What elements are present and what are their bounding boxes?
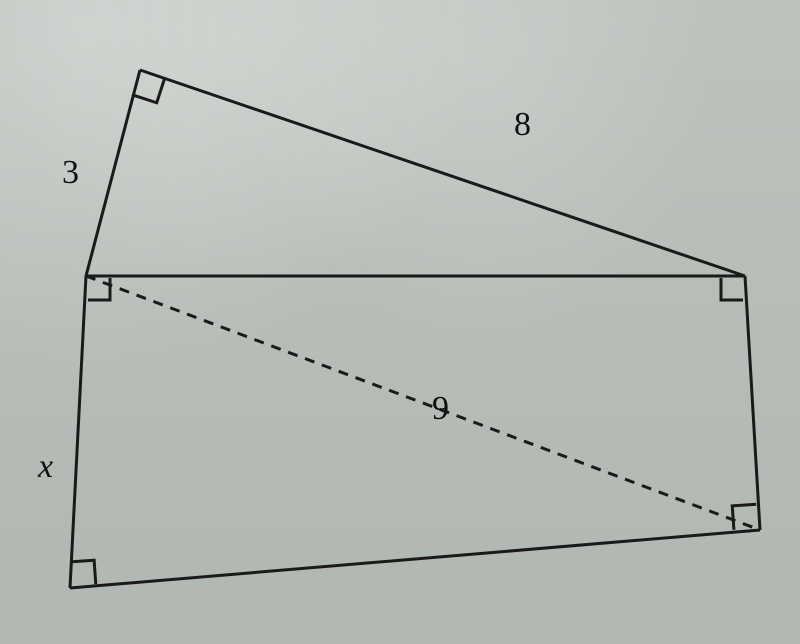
right-angle-bot-left: [70, 560, 96, 586]
edge-bottom: [70, 530, 760, 588]
edge-3: [86, 70, 140, 276]
right-angle-bot-right: [732, 504, 758, 530]
label-3: 3: [62, 156, 79, 190]
geometry-figure: [0, 0, 800, 644]
edge-right: [745, 276, 760, 530]
right-angle-mid-left: [88, 278, 110, 300]
edge-x: [70, 276, 86, 588]
label-8: 8: [514, 108, 531, 142]
edge-8: [140, 70, 745, 276]
label-9: 9: [432, 392, 449, 426]
label-x: x: [38, 450, 53, 484]
right-angle-mid-right: [721, 278, 743, 300]
edge-9-dashed: [86, 276, 760, 530]
